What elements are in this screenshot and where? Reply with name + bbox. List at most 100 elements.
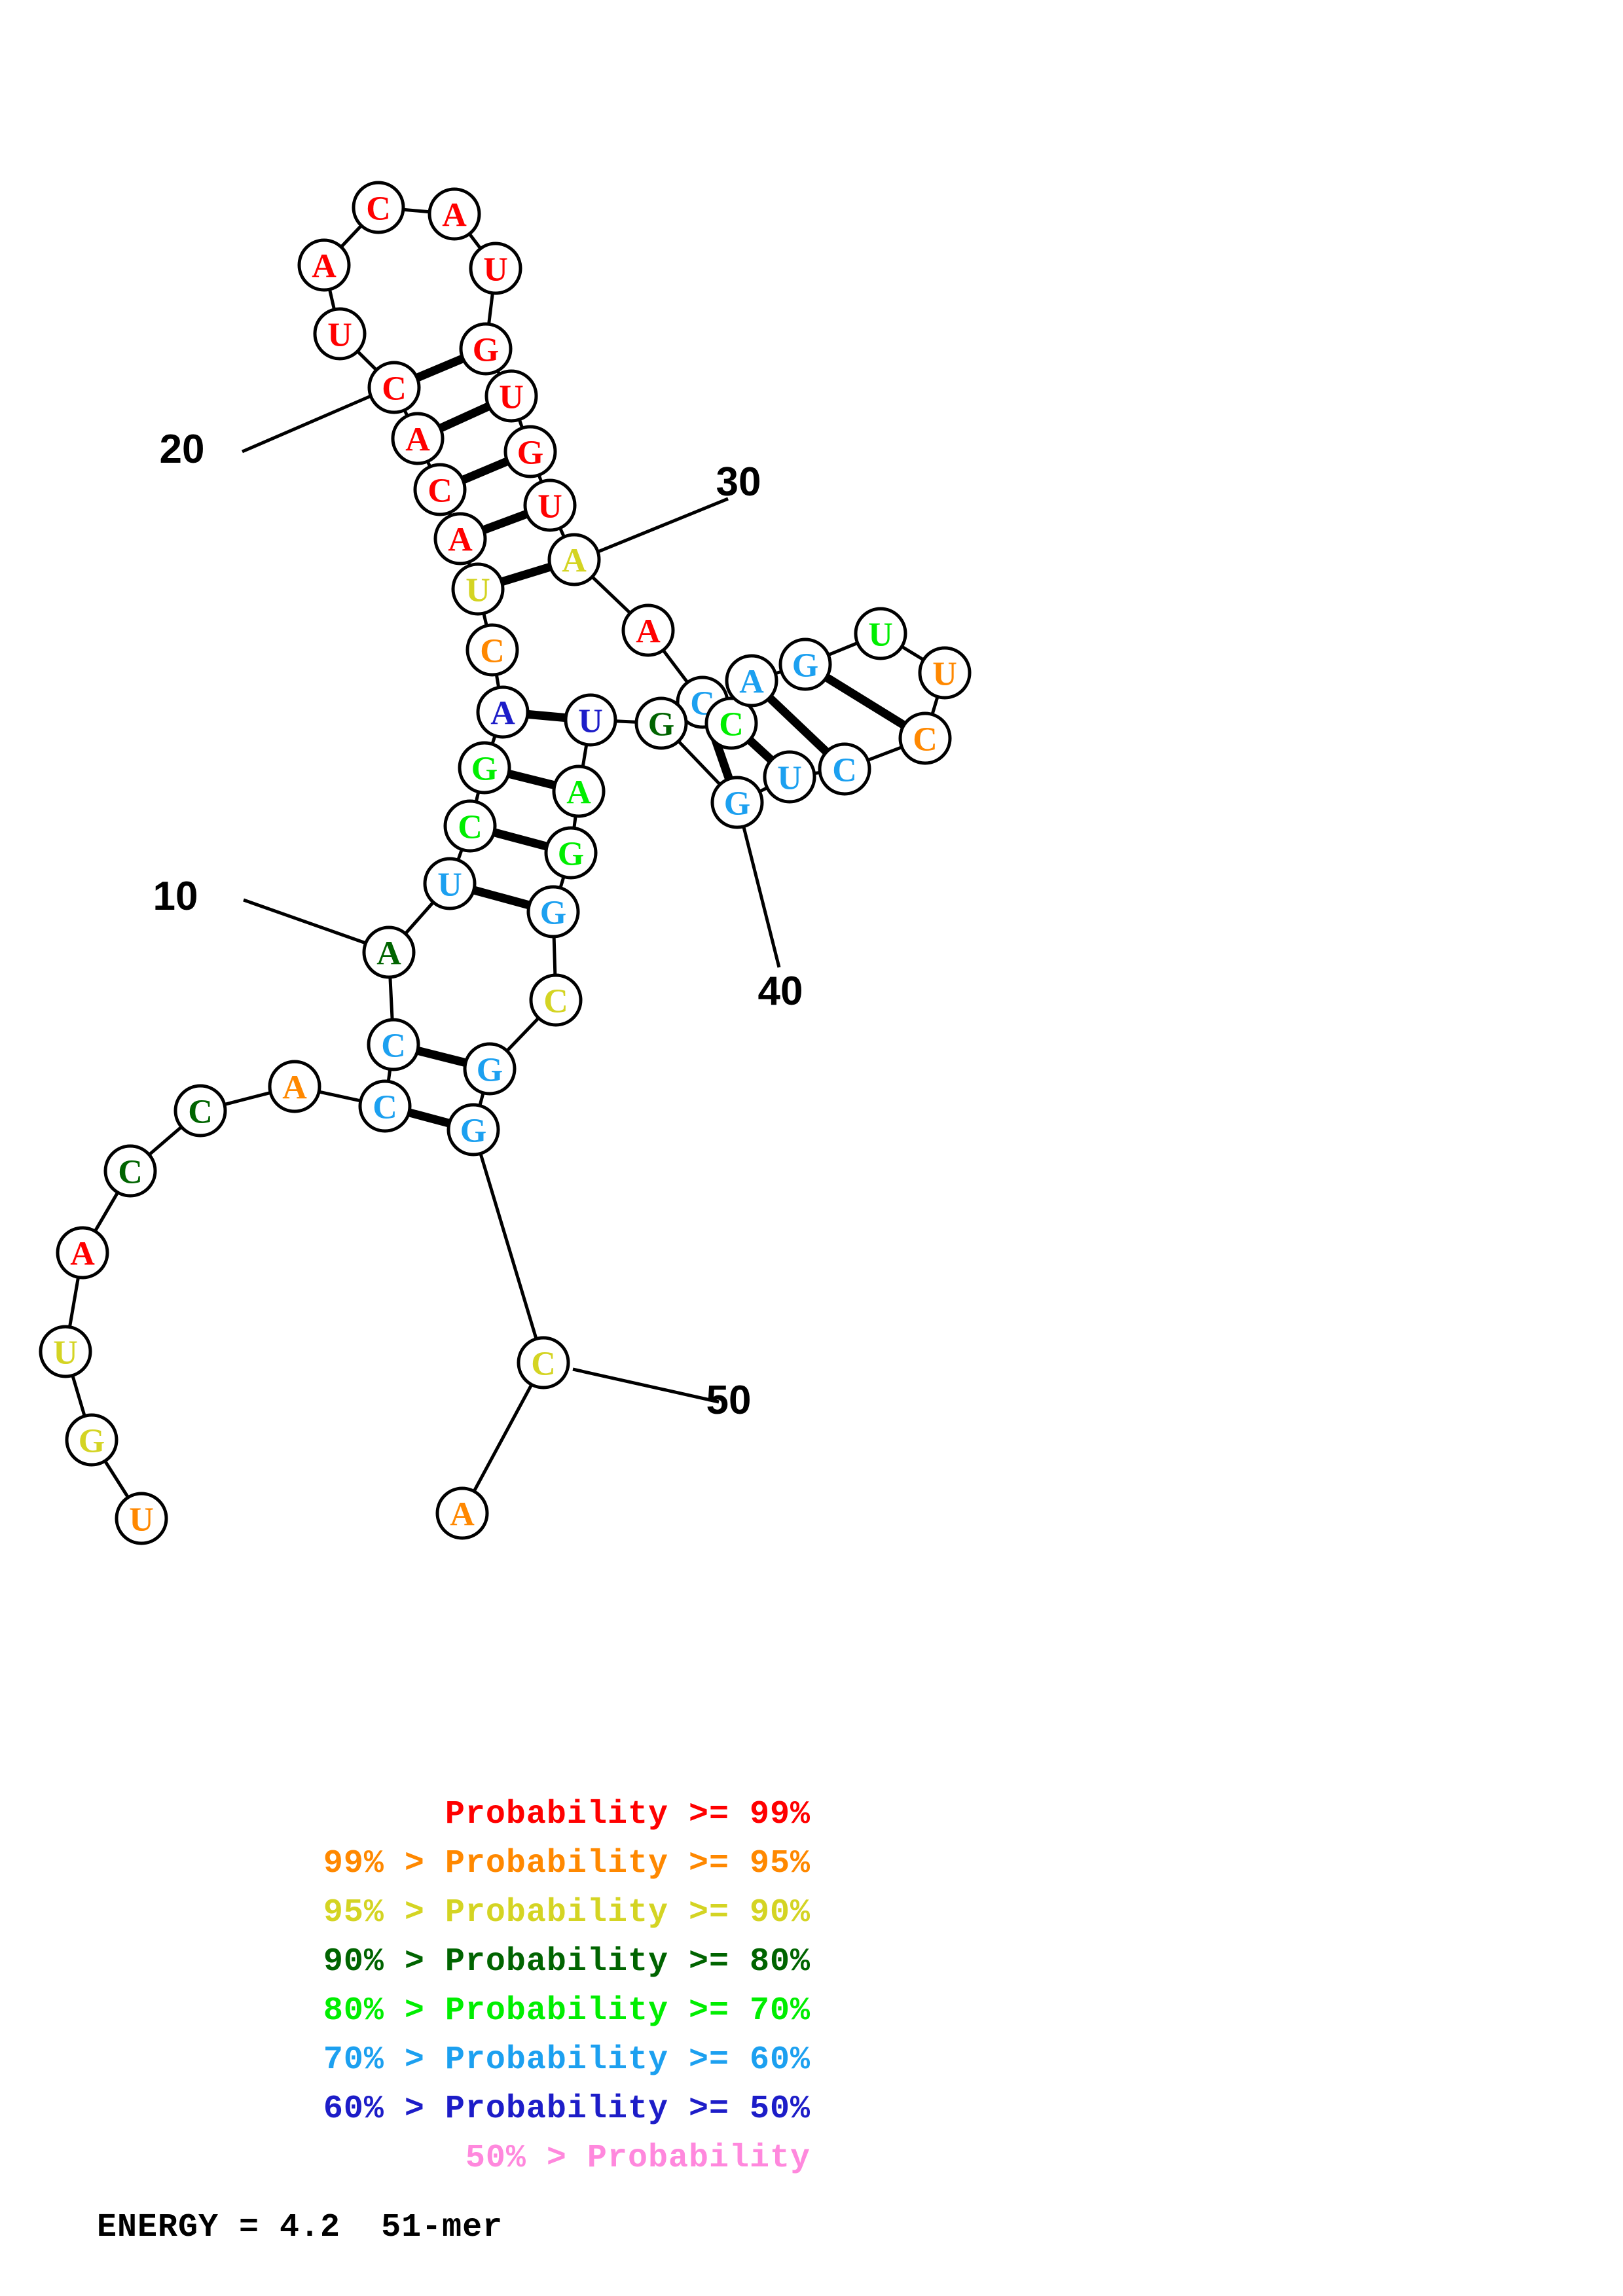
nucleotide-circle <box>465 623 519 677</box>
nucleotide-letter: C <box>543 983 568 1020</box>
backbone-bond <box>224 1091 271 1106</box>
nucleotide-node[interactable]: G <box>65 1413 119 1467</box>
nucleotide-node[interactable]: G <box>459 322 513 376</box>
base-pair-bond <box>505 768 558 791</box>
nucleotide-node[interactable]: C <box>704 696 758 750</box>
base-pair-bond <box>405 1107 453 1128</box>
nucleotide-circle <box>725 654 778 708</box>
nucleotide-circle <box>898 711 952 765</box>
nucleotide-circle <box>503 425 557 478</box>
nucleotide-node[interactable]: U <box>115 1492 168 1545</box>
nucleotide-letter: C <box>373 1089 397 1126</box>
nucleotide-node[interactable]: C <box>367 361 421 414</box>
nucleotide-letter: C <box>428 473 452 510</box>
backbone-bond <box>661 649 689 684</box>
nucleotide-circle <box>517 1336 570 1390</box>
nucleotide-node[interactable]: A <box>725 654 778 708</box>
nucleotide-letter: U <box>327 317 352 354</box>
backbone-bond <box>867 745 903 762</box>
nucleotide-node[interactable]: A <box>268 1060 321 1113</box>
nucleotide-circle <box>362 925 416 979</box>
nucleotide-node[interactable]: C <box>465 623 519 677</box>
nucleotide-letter: G <box>473 332 499 369</box>
nucleotide-node[interactable]: G <box>463 1042 517 1096</box>
nucleotide-node[interactable]: U <box>423 857 477 910</box>
nucleotide-letter: A <box>448 522 473 559</box>
nucleotide-circle <box>552 764 606 818</box>
position-leader-line <box>578 497 729 562</box>
nucleotide-letter: U <box>129 1501 154 1539</box>
nucleotide-node[interactable]: A <box>476 685 530 739</box>
nucleotide-node[interactable]: G <box>503 425 557 478</box>
nucleotide-circle <box>523 478 577 532</box>
legend-row: 50% > Probability <box>465 2140 811 2177</box>
nucleotide-circle <box>115 1492 168 1545</box>
nucleotide-node[interactable]: A <box>428 187 481 241</box>
nucleotide-node[interactable]: U <box>451 562 505 616</box>
nucleotide-circle <box>413 463 467 516</box>
nucleotide-node[interactable]: U <box>763 750 816 804</box>
nucleotide-letter: U <box>578 703 603 740</box>
nucleotide-node[interactable]: A <box>552 764 606 818</box>
nucleotide-node[interactable]: A <box>362 925 416 979</box>
nucleotide-circle <box>39 1325 92 1378</box>
nucleotide-node[interactable]: U <box>313 307 367 361</box>
position-label: 20 <box>160 427 205 472</box>
nucleotide-letter: U <box>465 572 490 609</box>
nucleotide-node[interactable]: A <box>547 533 601 586</box>
base-pair-bond <box>479 509 531 535</box>
nucleotide-node[interactable]: A <box>433 512 487 565</box>
nucleotide-node[interactable]: G <box>634 696 688 750</box>
backbone-bond <box>103 1460 130 1499</box>
nucleotide-node[interactable]: U <box>564 693 617 747</box>
position-leader-line <box>243 898 387 952</box>
nucleotide-letter: A <box>566 774 591 812</box>
backbone-bond <box>482 613 488 626</box>
nucleotide-node[interactable]: C <box>529 973 583 1027</box>
base-pair-bond <box>412 353 467 383</box>
nucleotide-node[interactable]: U <box>854 607 907 660</box>
nucleotide-node[interactable]: U <box>39 1325 92 1378</box>
nucleotide-circle <box>918 646 972 700</box>
nucleotide-node[interactable]: C <box>173 1084 227 1138</box>
nucleotide-circle <box>367 1018 420 1071</box>
nucleotide-letter: A <box>636 613 661 651</box>
nucleotide-circle <box>854 607 907 660</box>
nucleotide-node[interactable]: C <box>443 799 497 853</box>
nucleotide-node[interactable]: C <box>413 463 467 516</box>
nucleotide-node[interactable]: G <box>447 1103 500 1157</box>
nucleotide-circle <box>433 512 487 565</box>
nucleotide-letter: C <box>832 752 857 789</box>
nucleotide-letter: G <box>460 1113 486 1150</box>
nucleotide-node[interactable]: U <box>918 646 972 700</box>
base-pair-bond <box>436 401 493 433</box>
nucleotide-node[interactable]: C <box>103 1144 157 1198</box>
nucleotide-node[interactable]: U <box>469 242 522 295</box>
nucleotide-letter: U <box>932 656 957 693</box>
nucleotide-node[interactable]: G <box>526 885 580 939</box>
nucleotide-node[interactable]: A <box>435 1486 489 1540</box>
nucleotide-node[interactable]: A <box>621 603 675 657</box>
nucleotide-node[interactable]: A <box>391 412 445 465</box>
nucleotide-node[interactable]: U <box>523 478 577 532</box>
nucleotide-node[interactable]: G <box>710 776 764 829</box>
nucleotide-node[interactable]: G <box>778 637 832 691</box>
base-pair-bond <box>822 672 909 730</box>
nucleotide-node[interactable]: A <box>297 238 351 292</box>
nucleotide-circle <box>391 412 445 465</box>
nucleotide-node[interactable]: C <box>352 181 405 234</box>
nucleotide-node[interactable]: A <box>56 1226 109 1280</box>
backbone-bond <box>474 791 481 802</box>
nucleotide-node[interactable]: C <box>517 1336 570 1390</box>
nucleotide-node[interactable]: C <box>898 711 952 765</box>
nucleotide-node[interactable]: C <box>818 742 871 796</box>
nucleotide-node[interactable]: G <box>458 741 511 795</box>
backbone-bond <box>478 1092 485 1106</box>
nucleotide-letter: A <box>562 543 587 580</box>
nucleotide-node[interactable]: C <box>358 1079 412 1133</box>
nucleotide-node[interactable]: C <box>367 1018 420 1071</box>
nucleotide-node[interactable]: U <box>484 369 538 423</box>
nucleotide-node[interactable]: G <box>544 826 598 880</box>
nucleotide-circle <box>547 533 601 586</box>
